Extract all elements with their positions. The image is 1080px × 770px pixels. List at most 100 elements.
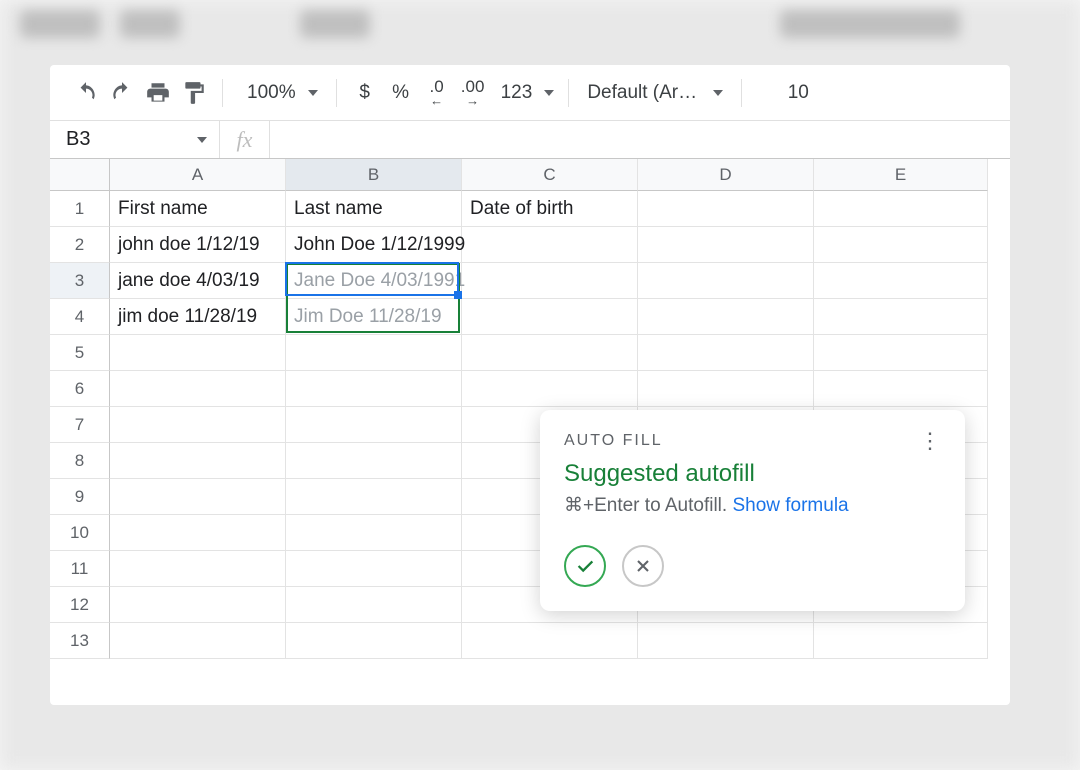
toolbar-separator: [336, 79, 337, 107]
cell-E3[interactable]: [814, 263, 988, 299]
percent-format-button[interactable]: %: [383, 75, 419, 111]
row-number-2[interactable]: 2: [50, 227, 110, 263]
cell-B8[interactable]: [286, 443, 462, 479]
cell-D13[interactable]: [638, 623, 814, 659]
cell-A8[interactable]: [110, 443, 286, 479]
row-number-8[interactable]: 8: [50, 443, 110, 479]
cell-A2[interactable]: john doe 1/12/19: [110, 227, 286, 263]
cell-E13[interactable]: [814, 623, 988, 659]
toolbar-separator: [741, 79, 742, 107]
currency-format-button[interactable]: $: [347, 75, 383, 111]
cell-C6[interactable]: [462, 371, 638, 407]
cell-A12[interactable]: [110, 587, 286, 623]
cell-B6[interactable]: [286, 371, 462, 407]
blur-blob: [780, 10, 960, 38]
cell-A6[interactable]: [110, 371, 286, 407]
column-header-D[interactable]: D: [638, 159, 814, 191]
redo-button[interactable]: [104, 75, 140, 111]
table-row: [110, 335, 1010, 371]
cell-B5[interactable]: [286, 335, 462, 371]
blur-blob: [20, 10, 100, 38]
fx-icon: fx: [220, 121, 270, 158]
cell-A3[interactable]: jane doe 4/03/19: [110, 263, 286, 299]
row-number-6[interactable]: 6: [50, 371, 110, 407]
cell-D5[interactable]: [638, 335, 814, 371]
cell-A4[interactable]: jim doe 11/28/19: [110, 299, 286, 335]
column-header-C[interactable]: C: [462, 159, 638, 191]
cell-D1[interactable]: [638, 191, 814, 227]
row-number-3[interactable]: 3: [50, 263, 110, 299]
cell-A11[interactable]: [110, 551, 286, 587]
cell-B1[interactable]: Last name: [286, 191, 462, 227]
cell-C1[interactable]: Date of birth: [462, 191, 638, 227]
cell-D6[interactable]: [638, 371, 814, 407]
cell-D4[interactable]: [638, 299, 814, 335]
row-number-1[interactable]: 1: [50, 191, 110, 227]
cell-D3[interactable]: [638, 263, 814, 299]
row-number-5[interactable]: 5: [50, 335, 110, 371]
column-header-A[interactable]: A: [110, 159, 286, 191]
cell-B13[interactable]: [286, 623, 462, 659]
reject-autofill-button[interactable]: [622, 545, 664, 587]
chevron-down-icon: [544, 90, 554, 96]
cell-A5[interactable]: [110, 335, 286, 371]
accept-autofill-button[interactable]: [564, 545, 606, 587]
name-box-value: B3: [66, 128, 90, 151]
cell-C3[interactable]: [462, 263, 638, 299]
table-row: john doe 1/12/19John Doe 1/12/1999: [110, 227, 1010, 263]
formula-input[interactable]: [270, 121, 1010, 158]
cell-C13[interactable]: [462, 623, 638, 659]
zoom-value: 100%: [241, 82, 302, 104]
font-family-dropdown[interactable]: Default (Ari…: [579, 82, 731, 104]
cell-E1[interactable]: [814, 191, 988, 227]
cell-D2[interactable]: [638, 227, 814, 263]
cell-E6[interactable]: [814, 371, 988, 407]
cell-A9[interactable]: [110, 479, 286, 515]
toolbar: 100% $ % .0 ← .00 → 123 Default (Ari… 10: [50, 65, 1010, 121]
increase-decimal-button[interactable]: .00 →: [455, 75, 491, 111]
cell-A1[interactable]: First name: [110, 191, 286, 227]
cell-A13[interactable]: [110, 623, 286, 659]
row-number-11[interactable]: 11: [50, 551, 110, 587]
cell-C5[interactable]: [462, 335, 638, 371]
cell-B12[interactable]: [286, 587, 462, 623]
toolbar-separator: [568, 79, 569, 107]
more-formats-dropdown[interactable]: 123: [491, 75, 559, 111]
print-button[interactable]: [140, 75, 176, 111]
cell-A7[interactable]: [110, 407, 286, 443]
cell-C4[interactable]: [462, 299, 638, 335]
cell-B2[interactable]: John Doe 1/12/1999: [286, 227, 462, 263]
more-options-icon[interactable]: ⋮: [919, 437, 941, 445]
zoom-dropdown[interactable]: 100%: [233, 82, 326, 104]
column-header-B[interactable]: B: [286, 159, 462, 191]
row-number-4[interactable]: 4: [50, 299, 110, 335]
cell-B11[interactable]: [286, 551, 462, 587]
blur-blob: [120, 10, 180, 38]
select-all-corner[interactable]: [50, 159, 110, 191]
cell-B7[interactable]: [286, 407, 462, 443]
row-number-7[interactable]: 7: [50, 407, 110, 443]
row-number-9[interactable]: 9: [50, 479, 110, 515]
cell-B9[interactable]: [286, 479, 462, 515]
cell-E4[interactable]: [814, 299, 988, 335]
show-formula-link[interactable]: Show formula: [732, 495, 848, 516]
table-row: [110, 623, 1010, 659]
cell-B3[interactable]: Jane Doe 4/03/1991: [286, 263, 462, 299]
undo-button[interactable]: [68, 75, 104, 111]
column-header-E[interactable]: E: [814, 159, 988, 191]
row-number-10[interactable]: 10: [50, 515, 110, 551]
paint-format-button[interactable]: [176, 75, 212, 111]
name-box[interactable]: B3: [50, 121, 220, 158]
cell-A10[interactable]: [110, 515, 286, 551]
cell-E2[interactable]: [814, 227, 988, 263]
cell-E5[interactable]: [814, 335, 988, 371]
more-formats-label: 123: [495, 82, 539, 104]
font-size-input[interactable]: 10: [770, 82, 826, 104]
row-number-12[interactable]: 12: [50, 587, 110, 623]
cell-C2[interactable]: [462, 227, 638, 263]
row-number-13[interactable]: 13: [50, 623, 110, 659]
cell-B10[interactable]: [286, 515, 462, 551]
popup-hint-text: ⌘+Enter to Autofill.: [564, 495, 732, 516]
decrease-decimal-button[interactable]: .0 ←: [419, 75, 455, 111]
cell-B4[interactable]: Jim Doe 11/28/19: [286, 299, 462, 335]
